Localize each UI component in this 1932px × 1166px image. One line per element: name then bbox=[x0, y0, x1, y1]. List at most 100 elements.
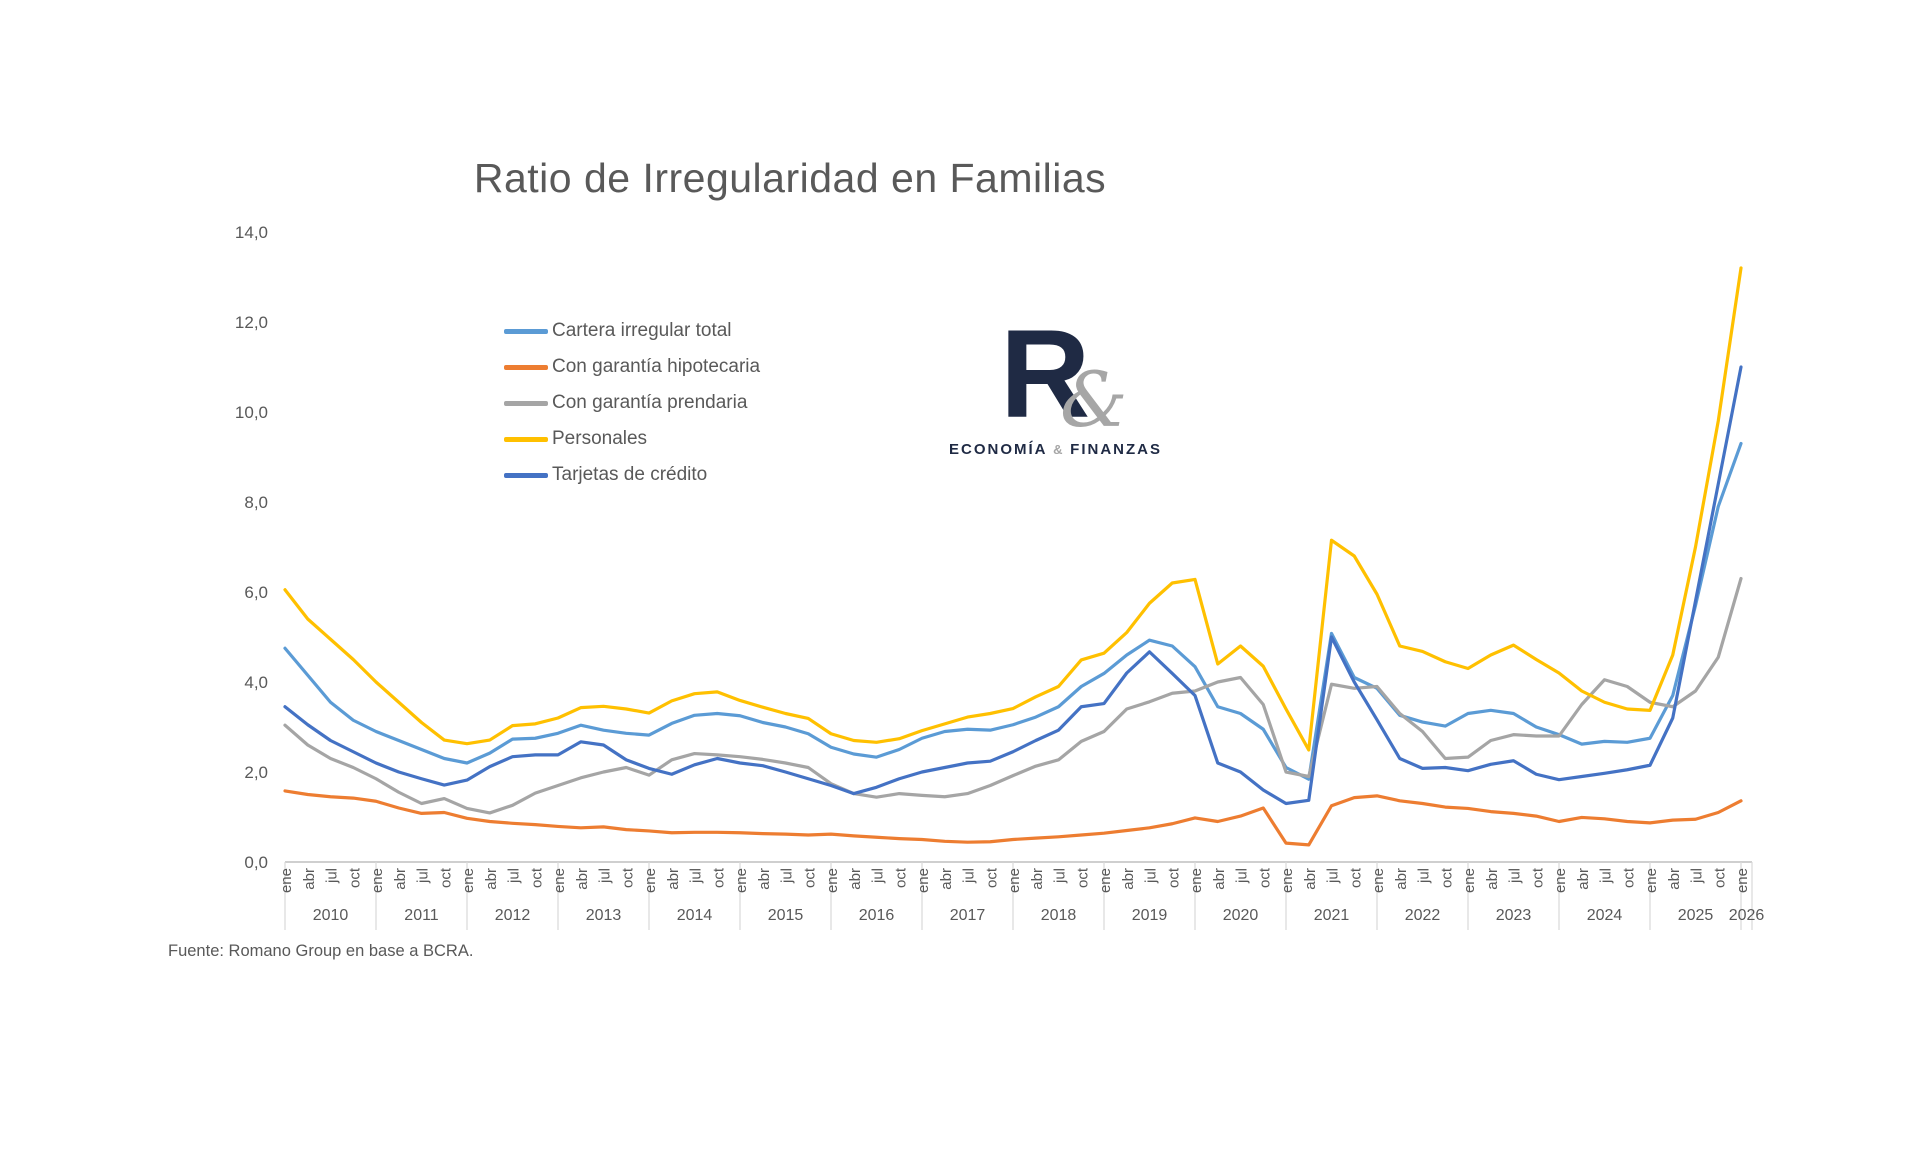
x-axis-year-label: 2020 bbox=[1223, 907, 1259, 924]
x-axis-month-label: jul bbox=[961, 868, 978, 884]
x-axis-month-label: jul bbox=[1416, 868, 1433, 884]
legend-item-5: Tarjetas de crédito bbox=[504, 457, 760, 493]
x-axis-year-label: 2021 bbox=[1314, 907, 1350, 924]
legend-item-2: Con garantía hipotecaria bbox=[504, 349, 760, 385]
x-axis-month-label: ene bbox=[1006, 868, 1023, 893]
x-axis-month-label: ene bbox=[369, 868, 386, 893]
series-line-2 bbox=[283, 789, 1743, 847]
x-axis-month-label: abr bbox=[483, 868, 500, 890]
x-axis-month-label: jul bbox=[324, 868, 341, 884]
x-axis-month-label: abr bbox=[1484, 868, 1501, 890]
x-axis-month-label: oct bbox=[710, 867, 727, 888]
x-axis-month-label: ene bbox=[1552, 868, 1569, 893]
x-axis-year-label: 2018 bbox=[1041, 907, 1077, 924]
x-axis-month-label: oct bbox=[892, 867, 909, 888]
x-axis-month-label: oct bbox=[1620, 867, 1637, 888]
x-axis-month-label: jul bbox=[1325, 868, 1342, 884]
x-axis-month-label: ene bbox=[1370, 868, 1387, 893]
x-axis-year-label: 2017 bbox=[950, 907, 986, 924]
chart-legend: Cartera irregular total Con garantía hipo… bbox=[504, 313, 760, 493]
x-axis-month-label: ene bbox=[1461, 868, 1478, 893]
x-axis-month-label: jul bbox=[688, 868, 705, 884]
x-axis-month-label: ene bbox=[915, 868, 932, 893]
y-axis-tick-label: 10,0 bbox=[235, 403, 268, 422]
x-axis-month-label: jul bbox=[597, 868, 614, 884]
y-axis-tick-label: 14,0 bbox=[235, 223, 268, 242]
x-axis-year-label: 2022 bbox=[1405, 907, 1441, 924]
y-axis-tick-label: 8,0 bbox=[244, 493, 268, 512]
legend-line-swatch bbox=[504, 364, 548, 370]
series-line-5 bbox=[283, 365, 1743, 806]
x-axis-month-label: oct bbox=[1438, 867, 1455, 888]
x-axis-month-label: ene bbox=[1279, 868, 1296, 893]
source-note: Fuente: Romano Group en base a BCRA. bbox=[168, 942, 474, 960]
x-axis-month-label: ene bbox=[642, 868, 659, 893]
x-axis-month-label: oct bbox=[619, 867, 636, 888]
x-axis-year-label: 2012 bbox=[495, 907, 531, 924]
legend-line-swatch bbox=[504, 328, 548, 334]
x-axis-month-label: ene bbox=[733, 868, 750, 893]
legend-label: Tarjetas de crédito bbox=[552, 464, 708, 485]
x-axis-month-label: jul bbox=[1507, 868, 1524, 884]
x-axis-year-label: 2019 bbox=[1132, 907, 1168, 924]
x-axis-year-label: 2026 bbox=[1729, 907, 1765, 924]
chart-title: Ratio de Irregularidad en Familias bbox=[473, 155, 1107, 201]
x-axis-month-label: jul bbox=[1052, 868, 1069, 884]
y-axis-tick-label: 2,0 bbox=[244, 763, 268, 782]
x-axis-year-label: 2011 bbox=[404, 907, 439, 924]
x-axis-month-label: oct bbox=[1165, 867, 1182, 888]
x-axis-month-label: abr bbox=[665, 868, 682, 890]
x-axis-month-label: abr bbox=[847, 868, 864, 890]
x-axis-month-label: jul bbox=[1598, 868, 1615, 884]
series-line-3 bbox=[283, 576, 1743, 815]
x-axis-month-label: abr bbox=[1120, 868, 1137, 890]
series-line-4 bbox=[283, 266, 1743, 752]
legend-item-1: Cartera irregular total bbox=[504, 313, 760, 349]
x-axis-month-label: oct bbox=[528, 867, 545, 888]
x-axis-month-label: ene bbox=[1188, 868, 1205, 893]
x-axis-month-label: abr bbox=[756, 868, 773, 890]
x-axis-month-label: abr bbox=[1302, 868, 1319, 890]
x-axis-month-label: jul bbox=[779, 868, 796, 884]
logo-subtitle-amp: & bbox=[1053, 442, 1065, 457]
x-axis-month-label: abr bbox=[1575, 868, 1592, 890]
x-axis-month-label: oct bbox=[1256, 867, 1273, 888]
x-axis-month-label: abr bbox=[1211, 868, 1228, 890]
x-axis-month-label: oct bbox=[1529, 867, 1546, 888]
x-axis-month-label: abr bbox=[1029, 868, 1046, 890]
x-axis-month-label: abr bbox=[938, 868, 955, 890]
x-axis-year-label: 2016 bbox=[859, 907, 895, 924]
x-axis-month-label: jul bbox=[870, 868, 887, 884]
x-axis-month-label: ene bbox=[1643, 868, 1660, 893]
x-axis-month-label: oct bbox=[437, 867, 454, 888]
company-logo: R & ECONOMÍA & FINANZAS bbox=[948, 300, 1163, 475]
legend-item-3: Con garantía prendaria bbox=[504, 385, 760, 421]
x-axis-month-label: jul bbox=[1143, 868, 1160, 884]
x-axis-month-label: jul bbox=[506, 868, 523, 884]
logo-letter-r: R bbox=[1000, 305, 1091, 444]
x-axis-month-label: ene bbox=[1097, 868, 1114, 893]
x-axis-month-label: oct bbox=[1074, 867, 1091, 888]
x-axis-month-label: ene bbox=[824, 868, 841, 893]
legend-label: Cartera irregular total bbox=[552, 320, 732, 341]
logo-subtitle-word2: FINANZAS bbox=[1070, 441, 1162, 458]
x-axis-month-label: oct bbox=[346, 867, 363, 888]
logo-subtitle: ECONOMÍA & FINANZAS bbox=[948, 441, 1163, 458]
x-axis-month-label: abr bbox=[392, 868, 409, 890]
x-axis-month-label: oct bbox=[1347, 867, 1364, 888]
legend-line-swatch bbox=[504, 400, 548, 406]
x-axis-month-label: oct bbox=[1711, 867, 1728, 888]
logo-subtitle-word1: ECONOMÍA bbox=[949, 441, 1048, 458]
x-axis-year-label: 2023 bbox=[1496, 907, 1532, 924]
x-axis-month-label: abr bbox=[574, 868, 591, 890]
x-axis-month-label: ene bbox=[460, 868, 477, 893]
x-axis-month-label: abr bbox=[1393, 868, 1410, 890]
x-axis-month-label: abr bbox=[1666, 868, 1683, 890]
y-axis-tick-label: 0,0 bbox=[244, 853, 268, 872]
series-line-1 bbox=[283, 441, 1743, 781]
x-axis-month-label: ene bbox=[278, 868, 295, 893]
y-axis-tick-label: 12,0 bbox=[235, 313, 268, 332]
y-axis-tick-label: 6,0 bbox=[244, 583, 268, 602]
